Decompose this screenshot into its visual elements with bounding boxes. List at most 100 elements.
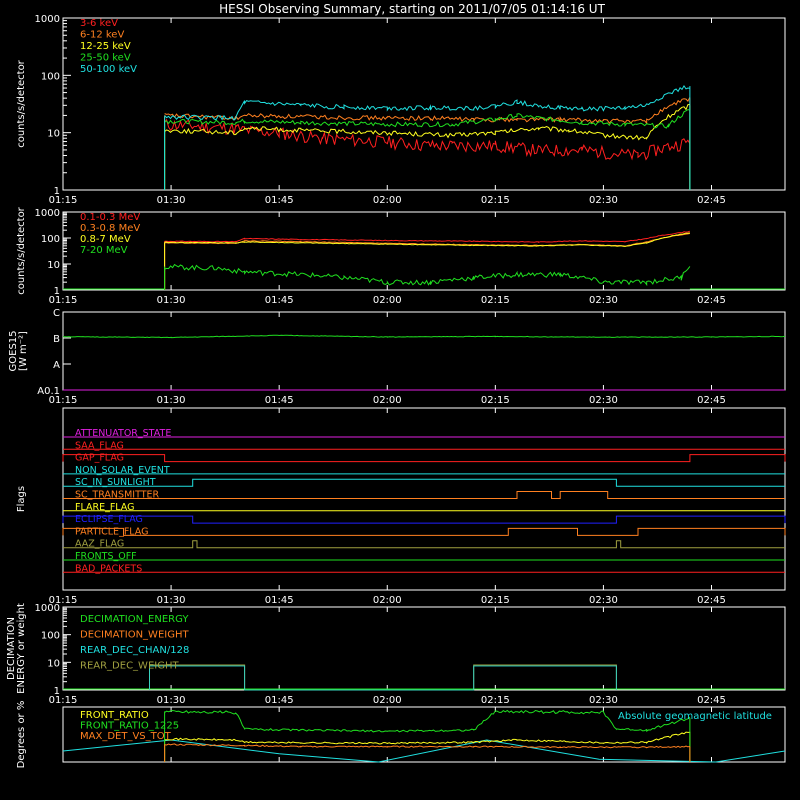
legend-entry: 25-50 keV — [80, 53, 131, 64]
flag-line — [62, 527, 786, 536]
legend-entry: REAR_DEC_CHAN/128 — [80, 645, 189, 656]
series-line-50-100-keV — [164, 84, 690, 121]
legend-entry: 7-20 MeV — [80, 245, 128, 256]
y-tick-label: 1000 — [35, 208, 60, 219]
geomagnetic-latitude-line — [62, 739, 786, 763]
x-tick-label: 02:00 — [373, 395, 402, 406]
panel-counts-low: 01:15 01:30 01:45 02:00 02:15 02:30 02:45 count… — [16, 14, 786, 206]
legend-entry: FRONT_RATIO — [80, 710, 149, 721]
x-tick-label: 01:15 — [49, 695, 78, 706]
flag-label: GAP_FLAG — [75, 453, 124, 464]
legend-entry: 0.3-0.8 MeV — [80, 223, 140, 234]
x-tick-label: 01:45 — [265, 195, 294, 206]
flag-label: FLARE_FLAG — [75, 502, 135, 513]
plot-frame — [62, 211, 786, 291]
y-tick-label: 1 — [54, 286, 60, 297]
flag-label: NON_SOLAR_EVENT — [75, 465, 170, 476]
x-tick-label: 02:30 — [589, 295, 618, 306]
y-tick-label: A0.1 — [37, 386, 60, 397]
y-tick-label: 1000 — [35, 14, 60, 25]
x-tick-label: 02:00 — [373, 295, 402, 306]
panel-goes: 01:15 01:30 01:45 02:00 02:15 02:30 02:45 GOES1… — [8, 308, 786, 406]
panels: 01:15 01:30 01:45 02:00 02:15 02:30 02:45 count… — [6, 14, 786, 768]
panel-flags: 01:15 01:30 01:45 02:00 02:15 02:30 02:45 Flags… — [16, 407, 786, 606]
x-tick-label: 01:15 — [49, 595, 78, 606]
x-tick-label: 02:45 — [697, 295, 726, 306]
panel-counts-high: 01:15 01:30 01:45 02:00 02:15 02:30 02:45 count… — [16, 206, 786, 306]
flag-line — [63, 478, 785, 487]
chart-title: HESSI Observing Summary, starting on 201… — [219, 2, 605, 16]
y-tick-label: 100 — [41, 234, 60, 245]
x-tick-label: 02:30 — [589, 195, 618, 206]
x-tick-label: 02:45 — [697, 395, 726, 406]
y-axis-label: DECIMATION — [6, 617, 17, 680]
x-tick-label: 01:30 — [157, 695, 186, 706]
x-tick-label: 01:45 — [265, 595, 294, 606]
series-line-FRONT_RATIO_1225 — [164, 709, 691, 733]
x-tick-label: 01:30 — [157, 395, 186, 406]
flag-line — [63, 491, 785, 499]
x-tick-label: 01:15 — [49, 395, 78, 406]
x-tick-label: 02:00 — [373, 695, 402, 706]
x-tick-label: 01:15 — [49, 195, 78, 206]
legend-entry: DECIMATION_ENERGY — [80, 614, 189, 625]
flag-label: SAA_FLAG — [75, 440, 124, 451]
x-tick-label: 01:45 — [265, 395, 294, 406]
annotation-label: Absolute geomagnetic latitude — [618, 711, 772, 722]
y-tick-label: 1 — [54, 186, 60, 197]
series-line-7-20-MeV — [164, 263, 691, 287]
legend-entry: FRONT_RATIO_1225 — [80, 721, 179, 732]
y-tick-label: B — [53, 334, 60, 345]
panel-ratios: Degrees or % FRONT_RATIOFRONT_RATIO_1225M… — [16, 701, 786, 768]
plot-frame — [62, 17, 786, 191]
y-axis-label: GOES15 — [8, 330, 19, 371]
y-tick-label: 1 — [54, 686, 60, 697]
x-tick-label: 02:30 — [589, 595, 618, 606]
flag-label: FRONTS_OFF — [75, 551, 137, 562]
flag-label: ECLIPSE_FLAG — [75, 514, 143, 525]
rear-dec-chan-line — [149, 665, 617, 691]
flag-label: SC_IN_SUNLIGHT — [75, 477, 156, 488]
y-tick-label: 1000 — [35, 603, 60, 614]
x-tick-label: 01:30 — [157, 195, 186, 206]
flag-line — [63, 540, 785, 549]
y-tick-label: 10 — [47, 658, 60, 669]
x-tick-label: 01:30 — [157, 295, 186, 306]
legend-entry: 50-100 keV — [80, 64, 137, 75]
y-tick-label: A — [53, 360, 60, 371]
x-tick-label: 01:30 — [157, 595, 186, 606]
x-tick-label: 01:45 — [265, 295, 294, 306]
y-tick-label: 100 — [41, 71, 60, 82]
x-tick-label: 02:45 — [697, 695, 726, 706]
series-line-12-25-keV — [164, 103, 690, 141]
x-tick-label: 02:15 — [481, 595, 510, 606]
series-line-0.1-0.3-MeV — [164, 230, 691, 243]
legend-entry: 0.1-0.3 MeV — [80, 212, 140, 223]
series-line-0.8-7-MeV — [164, 232, 690, 248]
y-axis-label: ENERGY or weight — [16, 603, 27, 694]
series-line-MAX_DET_VS_TOT — [164, 743, 691, 749]
series-line-6-12-keV — [164, 96, 691, 125]
y-tick-label: 100 — [41, 631, 60, 642]
x-tick-label: 02:45 — [697, 195, 726, 206]
flag-line — [62, 454, 786, 463]
plot-frame — [62, 706, 786, 763]
goes-flux-line — [63, 334, 786, 339]
flag-line — [62, 515, 786, 524]
legend-entry: 6-12 keV — [80, 30, 124, 41]
x-tick-label: 02:30 — [589, 695, 618, 706]
x-tick-label: 02:15 — [481, 295, 510, 306]
x-tick-label: 02:45 — [697, 595, 726, 606]
y-axis-label: Flags — [16, 486, 27, 512]
flag-label: AAZ_FLAG — [75, 539, 124, 550]
legend-entry: DECIMATION_WEIGHT — [80, 630, 189, 641]
x-tick-label: 02:15 — [481, 195, 510, 206]
flag-label: SC_TRANSMITTER — [75, 490, 160, 501]
x-tick-label: 01:15 — [49, 295, 78, 306]
y-axis-label: counts/s/detector — [16, 206, 27, 294]
legend-entry: MAX_DET_VS_TOT — [80, 731, 172, 742]
flag-label: PARTICLE_FLAG — [75, 526, 148, 537]
legend-entry: REAR_DEC_WEIGHT — [80, 661, 179, 672]
